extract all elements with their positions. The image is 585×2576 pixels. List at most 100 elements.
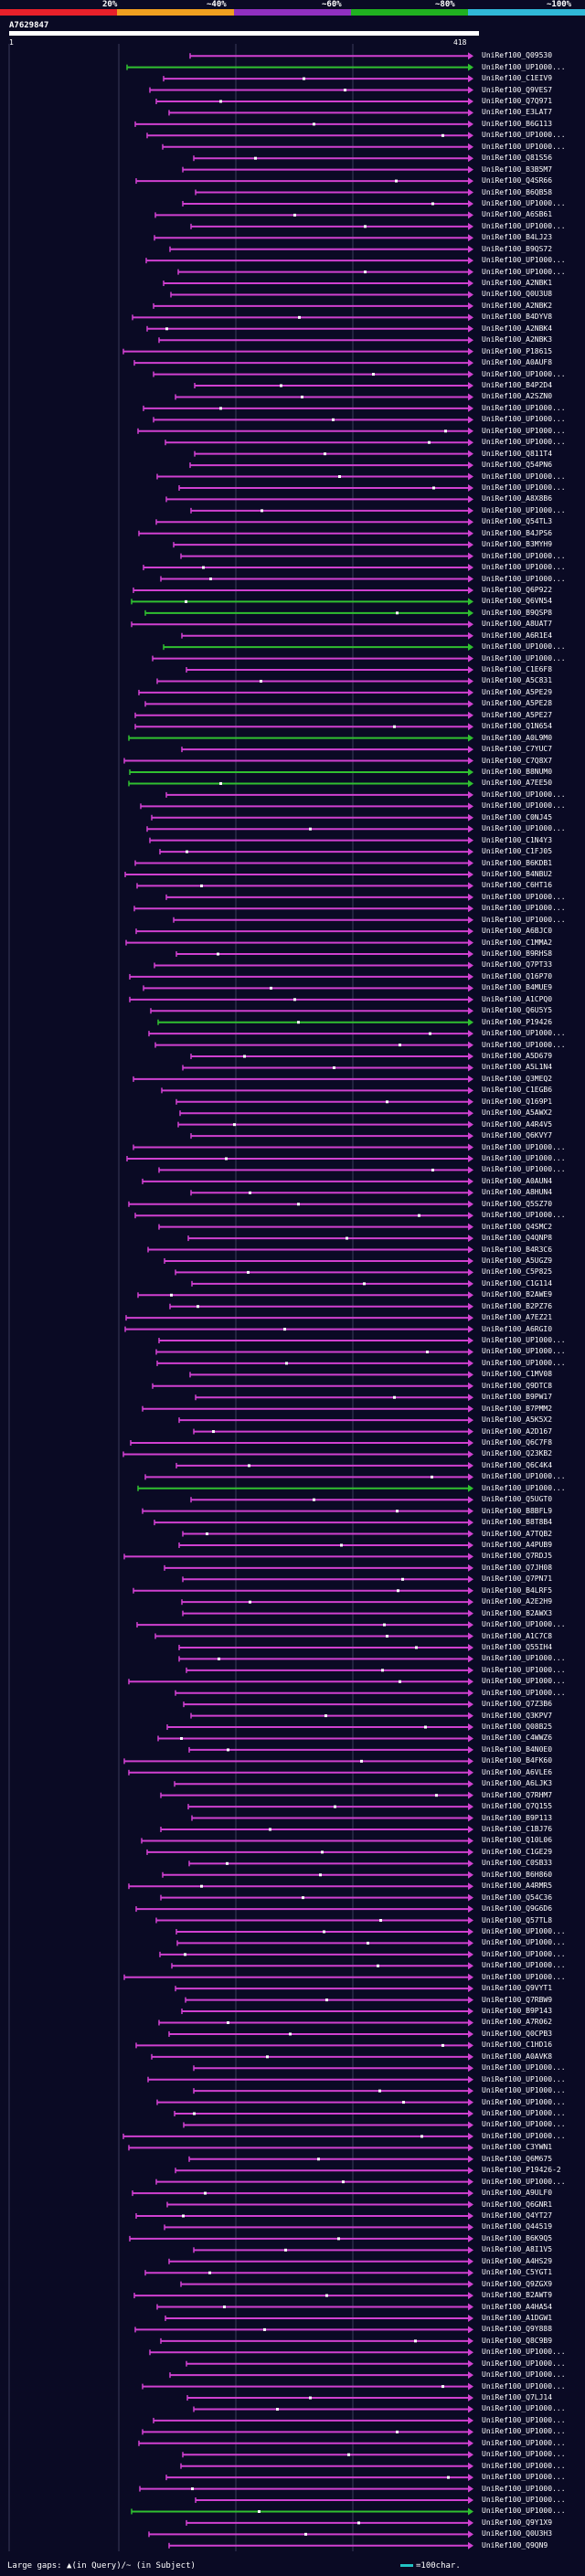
hit-label[interactable]: UniRef100_B9RHS8 xyxy=(482,949,553,959)
hit-label[interactable]: UniRef100_A6R1E4 xyxy=(482,631,553,640)
hit-label[interactable]: UniRef100_Q6M675 xyxy=(482,2154,553,2163)
hit-label[interactable]: UniRef100_B9PW17 xyxy=(482,1393,553,1402)
hit-label[interactable]: UniRef100_Q9QN9 xyxy=(482,2540,548,2549)
hit-label[interactable]: UniRef100_UP1000... xyxy=(482,915,566,924)
hit-label[interactable]: UniRef100_C0SB33 xyxy=(482,1859,553,1868)
hit-label[interactable]: UniRef100_C1N4Y3 xyxy=(482,835,553,844)
hit-label[interactable]: UniRef100_Q0U3H3 xyxy=(482,2529,553,2539)
hit-label[interactable]: UniRef100_UP1000... xyxy=(482,1949,566,1958)
hit-label[interactable]: UniRef100_A9ULF0 xyxy=(482,2189,553,2198)
hit-label[interactable]: UniRef100_A2NBK4 xyxy=(482,323,553,333)
hit-label[interactable]: UniRef100_UP1000... xyxy=(482,801,566,811)
hit-label[interactable]: UniRef100_UP1000... xyxy=(482,142,566,151)
hit-label[interactable]: UniRef100_B4LJ23 xyxy=(482,233,553,242)
hit-label[interactable]: UniRef100_B6H860 xyxy=(482,1870,553,1879)
hit-label[interactable]: UniRef100_UP1000... xyxy=(482,1347,566,1356)
hit-label[interactable]: UniRef100_A2NBK2 xyxy=(482,301,553,310)
hit-label[interactable]: UniRef100_UP1000... xyxy=(482,482,566,492)
hit-label[interactable]: UniRef100_UP1000... xyxy=(482,2438,566,2447)
hit-label[interactable]: UniRef100_B4NBU2 xyxy=(482,869,553,878)
hit-label[interactable]: UniRef100_UP1000... xyxy=(482,2086,566,2095)
hit-label[interactable]: UniRef100_A7EZ21 xyxy=(482,1313,553,1322)
hit-label[interactable]: UniRef100_UP1000... xyxy=(482,551,566,560)
hit-label[interactable]: UniRef100_A4RMR5 xyxy=(482,1882,553,1891)
hit-label[interactable]: UniRef100_Q54PN6 xyxy=(482,461,553,470)
hit-label[interactable]: UniRef100_UP1000... xyxy=(482,563,566,572)
hit-label[interactable]: UniRef100_UP1000... xyxy=(482,1472,566,1481)
hit-label[interactable]: UniRef100_B9QSP8 xyxy=(482,608,553,617)
hit-label[interactable]: UniRef100_C5YGT1 xyxy=(482,2268,553,2277)
hit-label[interactable]: UniRef100_UP1000... xyxy=(482,2484,566,2493)
hit-label[interactable]: UniRef100_Q3MEQ2 xyxy=(482,1074,553,1083)
hit-label[interactable]: UniRef100_Q23KB2 xyxy=(482,1449,553,1458)
hit-label[interactable]: UniRef100_C1FJ05 xyxy=(482,847,553,856)
hit-label[interactable]: UniRef100_A6VLE6 xyxy=(482,1767,553,1776)
hit-label[interactable]: UniRef100_Q6KVY7 xyxy=(482,1131,553,1140)
hit-label[interactable]: UniRef100_A7EE50 xyxy=(482,779,553,788)
hit-label[interactable]: UniRef100_UP1000... xyxy=(482,2074,566,2083)
hit-label[interactable]: UniRef100_UP1000... xyxy=(482,904,566,913)
hit-label[interactable]: UniRef100_Q7RBW9 xyxy=(482,1995,553,2004)
hit-label[interactable]: UniRef100_A1CPQ0 xyxy=(482,994,553,1003)
hit-label[interactable]: UniRef100_A4HA54 xyxy=(482,2302,553,2311)
hit-label[interactable]: UniRef100_A0AUF8 xyxy=(482,358,553,367)
hit-label[interactable]: UniRef100_Q9VES7 xyxy=(482,85,553,94)
hit-label[interactable]: UniRef100_B4JPS6 xyxy=(482,528,553,537)
hit-label[interactable]: UniRef100_UP1000... xyxy=(482,2415,566,2424)
hit-label[interactable]: UniRef100_UP1000... xyxy=(482,256,566,265)
hit-label[interactable]: UniRef100_B4N0E0 xyxy=(482,1744,553,1754)
hit-label[interactable]: UniRef100_UP1000... xyxy=(482,198,566,207)
hit-label[interactable]: UniRef100_Q0U3U8 xyxy=(482,290,553,299)
hit-label[interactable]: UniRef100_B6KDB1 xyxy=(482,858,553,867)
query-id[interactable]: A7629847 xyxy=(9,21,49,30)
hit-label[interactable]: UniRef100_A5D679 xyxy=(482,1052,553,1061)
hit-label[interactable]: UniRef100_UP1000... xyxy=(482,1336,566,1345)
hit-label[interactable]: UniRef100_C1MV08 xyxy=(482,1370,553,1379)
hit-label[interactable]: UniRef100_B8NUM0 xyxy=(482,767,553,776)
hit-label[interactable]: UniRef100_Q7Q155 xyxy=(482,1802,553,1811)
hit-label[interactable]: UniRef100_UP1000... xyxy=(482,2370,566,2380)
hit-label[interactable]: UniRef100_C7YUC7 xyxy=(482,745,553,754)
hit-label[interactable]: UniRef100_Q811T4 xyxy=(482,449,553,458)
hit-label[interactable]: UniRef100_UP1000... xyxy=(482,221,566,230)
hit-label[interactable]: UniRef100_C3YWN1 xyxy=(482,2143,553,2152)
hit-label[interactable]: UniRef100_UP1000... xyxy=(482,426,566,435)
hit-label[interactable]: UniRef100_UP1000... xyxy=(482,574,566,583)
hit-label[interactable]: UniRef100_Q7JH08 xyxy=(482,1563,553,1572)
hit-label[interactable]: UniRef100_A4HS29 xyxy=(482,2256,553,2265)
hit-label[interactable]: UniRef100_A5AWX2 xyxy=(482,1108,553,1118)
hit-label[interactable]: UniRef100_UP1000... xyxy=(482,2348,566,2357)
hit-label[interactable]: UniRef100_C4WWZ6 xyxy=(482,1733,553,1743)
hit-label[interactable]: UniRef100_UP1000... xyxy=(482,1938,566,1947)
hit-label[interactable]: UniRef100_B4R3C6 xyxy=(482,1245,553,1254)
hit-label[interactable]: UniRef100_Q10L06 xyxy=(482,1836,553,1845)
hit-label[interactable]: UniRef100_UP1000... xyxy=(482,1961,566,1970)
hit-label[interactable]: UniRef100_B3B5M7 xyxy=(482,164,553,174)
hit-label[interactable]: UniRef100_A8I1V5 xyxy=(482,2245,553,2254)
hit-label[interactable]: UniRef100_UP1000... xyxy=(482,1358,566,1367)
hit-label[interactable]: UniRef100_A6BJC0 xyxy=(482,927,553,936)
hit-label[interactable]: UniRef100_A5C831 xyxy=(482,676,553,685)
hit-label[interactable]: UniRef100_UP1000... xyxy=(482,438,566,447)
hit-label[interactable]: UniRef100_A1DGW1 xyxy=(482,2313,553,2322)
hit-label[interactable]: UniRef100_UP1000... xyxy=(482,653,566,663)
hit-label[interactable]: UniRef100_UP1000... xyxy=(482,1972,566,1981)
hit-label[interactable]: UniRef100_A5PE27 xyxy=(482,710,553,719)
hit-label[interactable]: UniRef100_Q1N654 xyxy=(482,722,553,731)
hit-label[interactable]: UniRef100_B6G113 xyxy=(482,119,553,128)
hit-label[interactable]: UniRef100_Q4QNP8 xyxy=(482,1234,553,1243)
hit-label[interactable]: UniRef100_Q9Y1X9 xyxy=(482,2518,553,2527)
hit-label[interactable]: UniRef100_A7R062 xyxy=(482,2018,553,2027)
hit-label[interactable]: UniRef100_B4LRF5 xyxy=(482,1585,553,1595)
hit-label[interactable]: UniRef100_Q6U5Y5 xyxy=(482,1006,553,1015)
hit-label[interactable]: UniRef100_UP1000... xyxy=(482,267,566,276)
hit-label[interactable]: UniRef100_UP1000... xyxy=(482,62,566,71)
hit-label[interactable]: UniRef100_UP1000... xyxy=(482,1211,566,1220)
hit-label[interactable]: UniRef100_Q54TL3 xyxy=(482,517,553,526)
hit-label[interactable]: UniRef100_P19426 xyxy=(482,1017,553,1026)
hit-label[interactable]: UniRef100_Q6P922 xyxy=(482,585,553,594)
hit-label[interactable]: UniRef100_Q16P70 xyxy=(482,971,553,981)
hit-label[interactable]: UniRef100_E3LAT7 xyxy=(482,108,553,117)
hit-label[interactable]: UniRef100_A2NBK3 xyxy=(482,335,553,345)
hit-label[interactable]: UniRef100_UP1000... xyxy=(482,2359,566,2368)
